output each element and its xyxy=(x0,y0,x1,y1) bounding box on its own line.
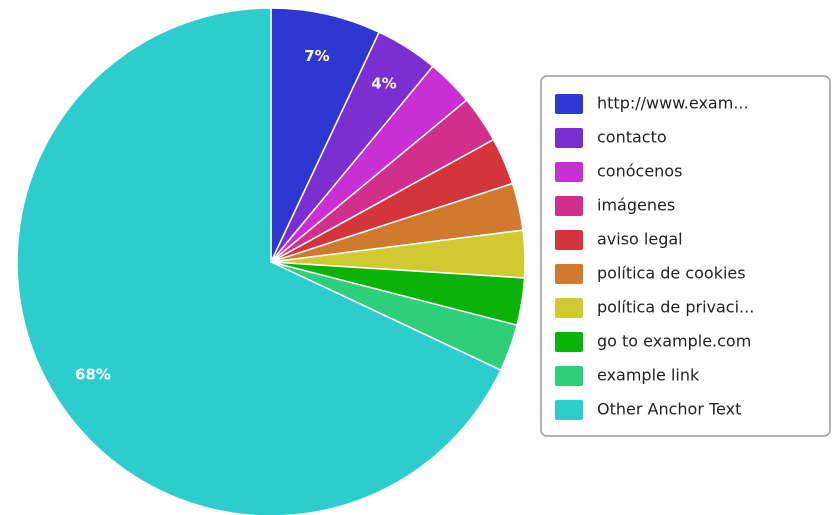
legend-label: política de privaci... xyxy=(597,298,754,317)
legend-swatch xyxy=(555,264,583,284)
legend-swatch xyxy=(555,400,583,420)
legend-swatch xyxy=(555,94,583,114)
pie-slice xyxy=(270,7,381,263)
pie-slice xyxy=(16,7,502,515)
legend-label: contacto xyxy=(597,128,667,147)
slice-label: 68% xyxy=(75,365,111,383)
legend-swatch xyxy=(555,298,583,318)
legend-label: Other Anchor Text xyxy=(597,400,741,419)
legend-box xyxy=(540,75,831,437)
legend-swatch xyxy=(555,128,583,148)
legend-label: aviso legal xyxy=(597,230,683,249)
legend-swatch xyxy=(555,366,583,386)
legend-label: http://www.exam... xyxy=(597,94,749,113)
legend-label: go to example.com xyxy=(597,332,751,351)
legend-swatch xyxy=(555,230,583,250)
slice-label: 7% xyxy=(304,47,329,65)
legend-swatch xyxy=(555,332,583,352)
legend-label: política de cookies xyxy=(597,264,746,283)
legend-label: imágenes xyxy=(597,196,675,215)
legend-label: conócenos xyxy=(597,162,682,181)
legend-swatch xyxy=(555,162,583,182)
slice-label: 4% xyxy=(371,74,396,92)
legend-swatch xyxy=(555,196,583,216)
legend-label: example link xyxy=(597,366,700,385)
